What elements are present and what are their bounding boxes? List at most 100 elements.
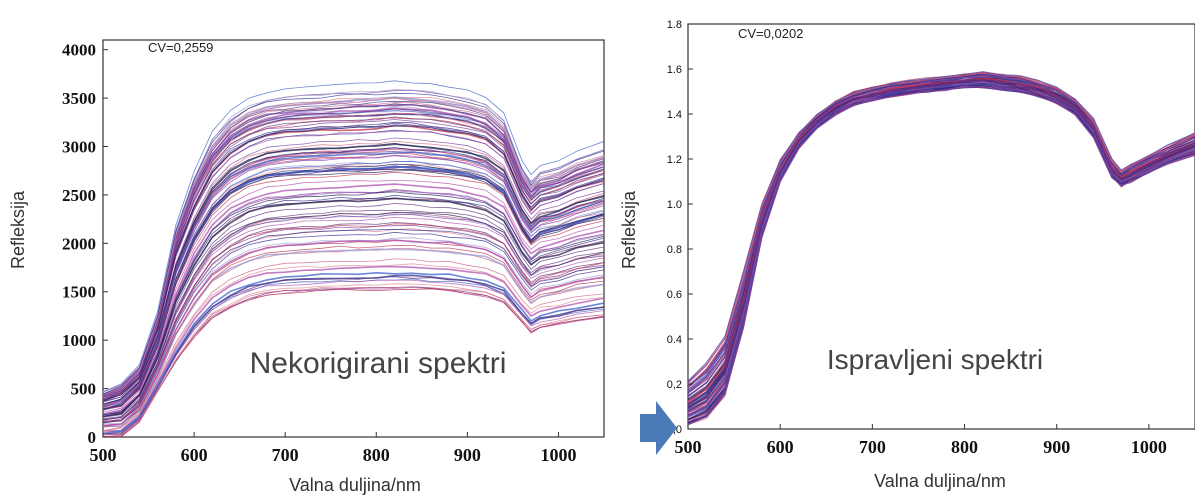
spectrum-line [103, 92, 604, 395]
spectrum-line [103, 228, 604, 423]
spectrum-line [103, 194, 604, 417]
spectrum-line [103, 116, 604, 400]
chart-panel-1: 500 600 700 800 900 1000050010001500200025003… [8, 39, 605, 495]
spectrum-line [103, 279, 604, 435]
x-tick-label: 1000 [540, 445, 576, 465]
spectrum-line [103, 125, 604, 402]
spectrum-line [688, 85, 1195, 426]
cv-annotation: CV=0,2559 [148, 40, 213, 55]
y-axis-label: Refleksija [619, 190, 639, 269]
spectrum-line [103, 213, 604, 420]
spectrum-line [103, 143, 604, 407]
spectrum-line [103, 276, 604, 435]
spectrum-line [103, 203, 604, 418]
spectrum-line [103, 130, 604, 402]
spectrum-line [103, 163, 604, 411]
spectrum-line [103, 96, 604, 396]
spectrum-line [103, 191, 604, 416]
y-tick-label: 1.0 [667, 199, 682, 211]
y-tick-label: 0.4 [667, 334, 682, 346]
y-tick-label: 500 [71, 380, 97, 399]
y-tick-label: 2000 [62, 234, 96, 253]
spectrum-line [103, 239, 604, 427]
chart-panel-2: 50060070080090010000,00,20.40.60.81.01.2… [619, 19, 1195, 491]
y-tick-label: 0 [88, 428, 97, 447]
spectrum-line [103, 244, 604, 428]
y-tick-label: 1500 [62, 283, 96, 302]
spectrum-line [103, 183, 604, 416]
spectrum-line [103, 283, 604, 436]
series-group [688, 71, 1195, 426]
series-group [103, 80, 604, 437]
right-arrow-icon [640, 401, 677, 455]
y-tick-label: 1.6 [667, 64, 682, 76]
spectrum-line [103, 248, 604, 428]
spectrum-line [103, 274, 604, 435]
spectrum-line [103, 171, 604, 410]
spectrum-line [103, 263, 604, 432]
spectrum-line [103, 97, 604, 396]
spectrum-line [103, 112, 604, 399]
spectrum-line [103, 265, 604, 432]
spectrum-line [103, 155, 604, 408]
x-tick-label: 500 [90, 445, 117, 465]
spectrum-line [103, 212, 604, 421]
panel-inner-label: Nekorigirani spektri [250, 347, 507, 380]
spectrum-line [103, 107, 604, 398]
spectrum-line [103, 228, 604, 424]
x-tick-label: 800 [951, 437, 978, 457]
x-tick-label: 600 [767, 437, 794, 457]
spectrum-line [103, 89, 604, 392]
spectrum-line [103, 108, 604, 398]
spectrum-line [103, 223, 604, 422]
spectrum-line [103, 179, 604, 413]
x-tick-label: 600 [181, 445, 208, 465]
x-tick-label: 900 [454, 445, 481, 465]
y-tick-label: 1.4 [667, 109, 682, 121]
spectrum-line [103, 168, 604, 410]
x-tick-label: 700 [272, 445, 299, 465]
x-tick-label: 900 [1043, 437, 1070, 457]
y-tick-label: 4000 [62, 41, 96, 60]
spectrum-line [103, 258, 604, 431]
y-tick-label: 1.2 [667, 154, 682, 166]
x-tick-label: 700 [859, 437, 886, 457]
spectrum-line [103, 197, 604, 418]
spectrum-line [103, 147, 604, 405]
spectrum-line [103, 209, 604, 419]
x-tick-label: 800 [363, 445, 390, 465]
y-tick-label: 0.6 [667, 289, 682, 301]
y-tick-label: 0.8 [667, 244, 682, 256]
spectrum-line [103, 216, 604, 421]
spectrum-line [103, 137, 604, 403]
y-axis-label: Refleksija [8, 190, 28, 269]
spectrum-line [103, 151, 604, 407]
spectrum-line [688, 83, 1195, 417]
y-tick-label: 1000 [62, 331, 96, 350]
spectrum-line [103, 119, 604, 400]
spectrum-line [103, 271, 604, 435]
spectrum-line [688, 73, 1195, 387]
spectrum-line [103, 160, 604, 410]
spectrum-line [688, 79, 1195, 409]
panel-inner-label: Ispravljeni spektri [827, 344, 1043, 375]
spectrum-line [103, 80, 604, 393]
spectrum-line [103, 286, 604, 437]
y-tick-label: 3000 [62, 137, 96, 156]
plot-frame [687, 23, 1195, 430]
x-axis-label: Valna duljina/nm [874, 471, 1006, 491]
y-tick-label: 3500 [62, 89, 96, 108]
y-tick-label: 1.8 [667, 19, 682, 31]
spectrum-line [688, 71, 1195, 382]
spectrum-line [103, 288, 604, 437]
spectrum-line [103, 103, 604, 397]
y-tick-label: 2500 [62, 186, 96, 205]
x-tick-label: 500 [675, 437, 702, 457]
cv-annotation: CV=0,0202 [738, 26, 803, 41]
y-tick-label: 0,2 [667, 379, 682, 391]
x-axis-label: Valna duljina/nm [289, 475, 421, 495]
spectrum-line [103, 231, 604, 423]
x-tick-label: 1000 [1131, 437, 1167, 457]
